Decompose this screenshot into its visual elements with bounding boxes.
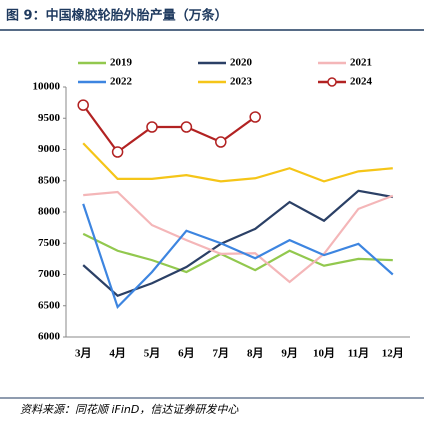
x-tick-label: 11月 [348, 347, 369, 360]
series-line [82, 203, 394, 310]
y-tick-label: 7000 [38, 268, 61, 280]
series-line [83, 190, 394, 284]
series-line [82, 142, 393, 183]
point [146, 121, 158, 133]
legend-label: 2020 [230, 57, 253, 69]
x-tick-label: 10月 [313, 347, 335, 360]
chart-title: 图 9：中国橡胶轮胎外胎产量（万条） [6, 8, 228, 24]
y-tick-label: 9500 [38, 112, 61, 124]
y-tick-label: 8000 [38, 206, 61, 218]
series-line [82, 232, 393, 274]
point [180, 121, 193, 133]
source: 资料来源：同花顺 iFinD，信达证券研发中心 [20, 403, 239, 416]
x-tick-label: 4月 [109, 347, 126, 360]
x-tick-label: 5月 [144, 347, 161, 360]
x-tick-label: 8月 [247, 347, 264, 360]
x-tick-label: 6月 [178, 347, 195, 360]
x-tick-label: 7月 [213, 347, 230, 360]
y-tick-label: 9000 [38, 143, 61, 155]
y-tick-label: 10000 [33, 81, 61, 93]
y-tick-label: 6000 [38, 331, 61, 343]
legend-label: 2023 [230, 76, 253, 88]
legend-label: 2021 [350, 57, 372, 69]
legend-label: 2024 [350, 76, 373, 88]
y-tick-label: 7500 [38, 237, 61, 249]
series-line [82, 189, 393, 298]
x-tick-label: 12月 [382, 347, 404, 360]
x-tick-label: 3月 [75, 347, 92, 360]
y-tick-label: 8500 [38, 174, 61, 186]
legend-label: 2019 [110, 57, 133, 69]
point [111, 146, 124, 158]
legend-label: 2022 [110, 76, 133, 88]
point [215, 136, 227, 148]
series-line [82, 104, 256, 154]
point [77, 99, 89, 111]
point [249, 111, 261, 123]
x-tick-label: 9月 [281, 347, 298, 360]
legend-marker [327, 77, 337, 87]
y-tick-label: 6500 [38, 299, 61, 311]
